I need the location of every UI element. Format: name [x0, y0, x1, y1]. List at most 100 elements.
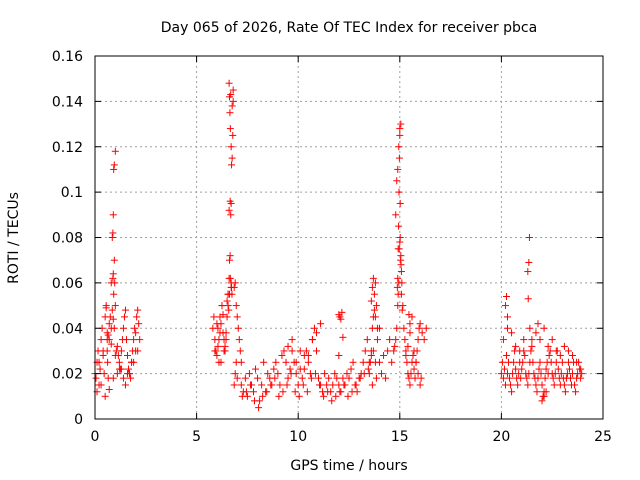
x-tick-label: 25 — [594, 429, 612, 445]
data-point — [352, 381, 360, 389]
data-point — [402, 351, 410, 359]
data-point — [528, 336, 536, 344]
data-point — [229, 131, 237, 139]
data-point — [577, 365, 585, 373]
data-point — [291, 388, 299, 396]
data-point — [214, 342, 222, 350]
data-point — [340, 381, 348, 389]
data-point — [512, 365, 520, 373]
data-point — [131, 324, 139, 332]
data-point — [124, 370, 132, 378]
data-point — [245, 370, 253, 378]
data-point — [236, 347, 244, 355]
data-point — [232, 358, 240, 366]
data-point — [284, 342, 292, 350]
data-point — [356, 374, 364, 382]
data-point — [397, 120, 405, 128]
data-point — [384, 347, 392, 355]
data-point — [538, 381, 546, 389]
y-tick-label: 0.14 — [52, 94, 83, 110]
data-point — [414, 336, 422, 344]
data-point — [237, 381, 245, 389]
y-tick-label: 0.1 — [61, 185, 83, 201]
data-point — [368, 381, 376, 389]
data-point — [132, 329, 140, 337]
data-point — [348, 388, 356, 396]
data-point — [361, 347, 369, 355]
data-point — [235, 336, 243, 344]
data-point — [359, 358, 367, 366]
data-point — [110, 290, 118, 298]
data-point — [287, 370, 295, 378]
data-point — [325, 374, 333, 382]
data-point — [534, 320, 542, 328]
data-point — [211, 347, 219, 355]
data-point — [515, 370, 523, 378]
data-point — [254, 374, 262, 382]
data-point — [315, 374, 323, 382]
data-point — [394, 245, 402, 253]
data-point — [551, 370, 559, 378]
data-point — [113, 370, 121, 378]
data-point — [518, 365, 526, 373]
data-point — [523, 374, 531, 382]
data-point — [525, 258, 533, 266]
data-point — [375, 358, 383, 366]
data-point — [372, 374, 380, 382]
data-point — [274, 370, 282, 378]
data-point — [530, 370, 538, 378]
data-point — [218, 302, 226, 310]
data-point — [498, 358, 506, 366]
data-point — [331, 370, 339, 378]
data-point — [538, 397, 546, 405]
data-point — [323, 381, 331, 389]
data-point — [373, 324, 381, 332]
x-tick-label: 0 — [91, 429, 100, 445]
data-point — [397, 261, 405, 269]
data-point — [278, 351, 286, 359]
data-point — [99, 347, 107, 355]
data-point — [324, 388, 332, 396]
data-point — [102, 304, 110, 312]
data-point — [338, 308, 346, 316]
data-point — [97, 336, 105, 344]
data-point — [363, 336, 371, 344]
data-point — [528, 342, 536, 350]
data-point — [228, 161, 236, 169]
data-point — [516, 347, 524, 355]
data-point — [395, 143, 403, 151]
data-point — [542, 388, 550, 396]
data-point — [339, 333, 347, 341]
data-point — [526, 324, 534, 332]
data-point — [134, 306, 142, 314]
data-point — [210, 313, 218, 321]
data-point — [332, 392, 340, 400]
data-point — [302, 347, 310, 355]
data-point — [284, 374, 292, 382]
data-point — [399, 302, 407, 310]
data-point — [509, 370, 517, 378]
data-point — [416, 381, 424, 389]
data-point — [371, 279, 379, 287]
data-point — [264, 370, 272, 378]
data-point — [573, 358, 581, 366]
data-point — [564, 347, 572, 355]
data-point — [561, 388, 569, 396]
data-point — [344, 392, 352, 400]
data-point — [540, 392, 548, 400]
data-point — [223, 313, 231, 321]
data-point — [109, 229, 117, 237]
data-point — [339, 374, 347, 382]
data-point — [556, 351, 564, 359]
data-point — [229, 86, 237, 94]
data-point — [396, 199, 404, 207]
data-point — [232, 302, 240, 310]
data-point — [135, 320, 143, 328]
data-point — [558, 358, 566, 366]
data-point — [115, 358, 123, 366]
data-point — [382, 374, 390, 382]
chart-title: Day 065 of 2026, Rate Of TEC Index for r… — [161, 20, 537, 36]
data-point — [524, 295, 532, 303]
data-point — [225, 306, 233, 314]
data-point — [227, 283, 235, 291]
